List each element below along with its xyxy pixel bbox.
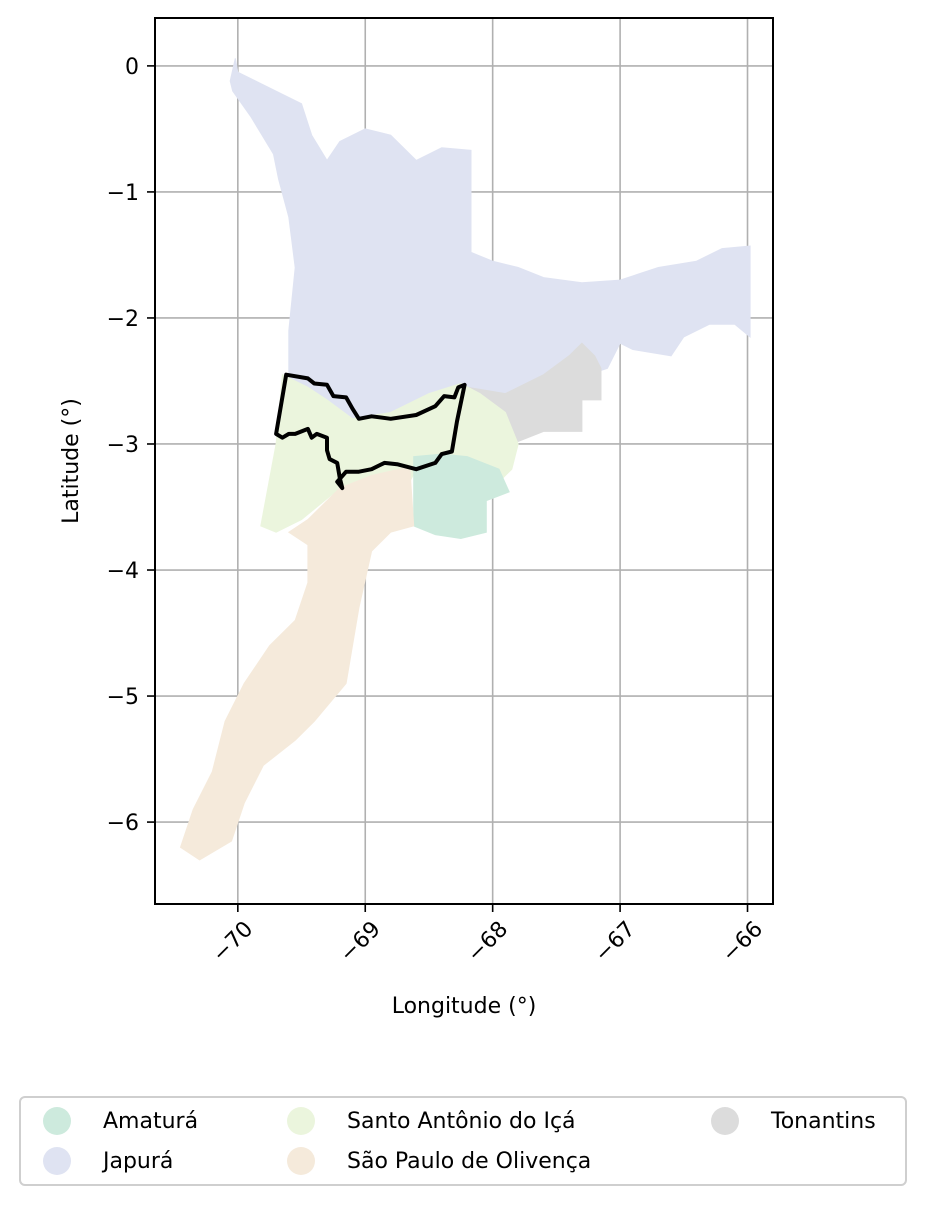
regions <box>179 58 751 861</box>
legend-label-santo-antonio: Santo Antônio do Içá <box>347 1108 576 1134</box>
legend-label-amatura: Amaturá <box>103 1108 199 1134</box>
legend-marker-tonantins <box>711 1107 739 1135</box>
y-tick-label-2: −2 <box>107 307 139 332</box>
legend-label-tonantins: Tonantins <box>771 1108 876 1134</box>
plot-frame <box>154 17 774 905</box>
y-tick-label-6: −6 <box>107 811 139 836</box>
region-japura <box>229 58 751 432</box>
y-tick-label-3: −3 <box>107 433 139 458</box>
x-tick-label-3: −67 <box>590 917 641 968</box>
legend-item-japura: Japurá <box>43 1146 173 1176</box>
legend-marker-japura <box>43 1147 71 1175</box>
legend-item-amatura: Amaturá <box>43 1106 198 1136</box>
region-amatura <box>413 453 510 540</box>
legend-marker-sao-paulo <box>287 1147 315 1175</box>
legend-marker-santo-antonio <box>287 1107 315 1135</box>
y-tick-label-5: −5 <box>107 685 139 710</box>
legend-marker-amatura <box>43 1107 71 1135</box>
x-axis-label: Longitude (°) <box>392 994 537 1019</box>
x-tick-label-1: −69 <box>335 917 386 968</box>
legend-label-japura: Japurá <box>103 1148 174 1174</box>
y-tick-label-4: −4 <box>107 559 139 584</box>
x-tick-label-4: −66 <box>717 917 768 968</box>
legend-item-sao-paulo: São Paulo de Olivença <box>287 1146 591 1176</box>
y-axis-label: Latitude (°) <box>59 398 84 524</box>
x-tick-label-2: −68 <box>463 917 514 968</box>
legend-label-sao-paulo: São Paulo de Olivença <box>347 1148 592 1174</box>
legend: Amaturá Japurá Santo Antônio do Içá São … <box>19 1096 907 1186</box>
highlight-outline <box>274 372 467 491</box>
legend-item-tonantins: Tonantins <box>711 1106 876 1136</box>
x-tick-label-0: −70 <box>208 917 259 968</box>
y-tick-label-0: 0 <box>125 55 139 80</box>
region-sao-paulo-de-olivenca <box>179 466 415 861</box>
highlight-santo-antonio-do-ica <box>274 372 467 491</box>
y-tick-label-1: −1 <box>107 181 139 206</box>
legend-item-santo-antonio: Santo Antônio do Içá <box>287 1106 576 1136</box>
